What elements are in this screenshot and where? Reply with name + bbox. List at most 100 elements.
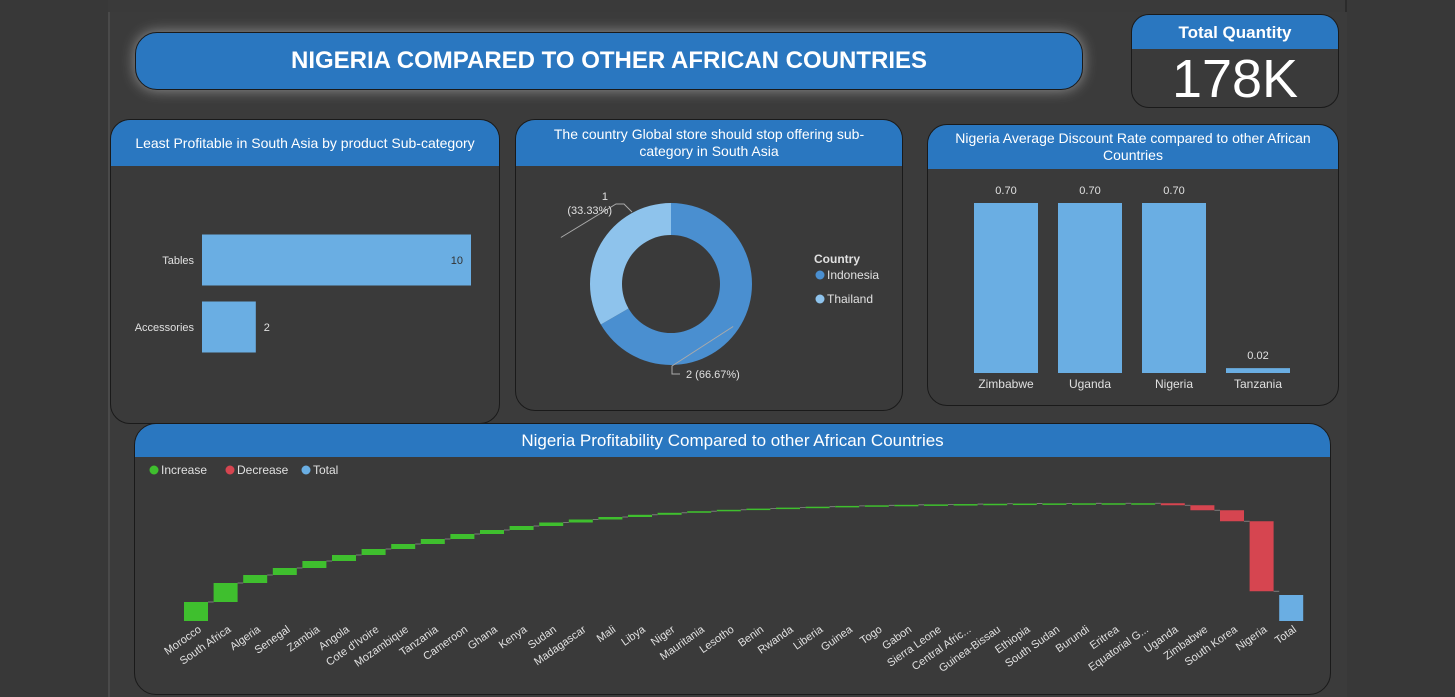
waterfall-category-label: Burundi — [1054, 624, 1092, 656]
kpi-value: 178K — [1171, 49, 1299, 108]
waterfall-bar — [657, 512, 682, 515]
waterfall-bar — [420, 539, 445, 544]
waterfall-bar — [1012, 503, 1037, 506]
waterfall-bar — [1249, 521, 1274, 592]
waterfall-bar — [1101, 503, 1126, 505]
waterfall-bar — [983, 503, 1008, 506]
bar-category-label: Tanzania — [1234, 377, 1282, 391]
bar-category-label: Zimbabwe — [978, 377, 1034, 391]
waterfall-bar — [1279, 595, 1304, 621]
kpi-label: Total Quantity — [1132, 15, 1338, 49]
legend-marker-thailand — [815, 294, 825, 304]
bar-zimbabwe — [974, 203, 1038, 373]
waterfall-bar — [598, 517, 623, 520]
legend-marker-decrease — [225, 465, 235, 475]
waterfall-category-label: Nigeria — [1234, 623, 1270, 653]
waterfall-bar — [1072, 503, 1096, 505]
bar-tanzania — [1226, 368, 1290, 373]
profitability-panel[interactable]: Nigeria Profitability Compared to other … — [134, 423, 1331, 695]
waterfall-bar — [1160, 503, 1185, 506]
waterfall-category-label: Mali — [595, 624, 618, 645]
waterfall-bar — [272, 568, 297, 575]
waterfall-bar — [776, 507, 800, 510]
waterfall-bar — [953, 504, 978, 506]
discount-rate-title: Nigeria Average Discount Rate compared t… — [928, 125, 1338, 169]
least-profitable-chart: Tables 10 Accessories 2 — [135, 234, 471, 353]
waterfall-bar — [1190, 505, 1215, 511]
waterfall-bar — [539, 522, 564, 526]
waterfall-category-label: Zambia — [285, 623, 323, 654]
waterfall-category-label: Ghana — [466, 623, 501, 652]
waterfall-bar — [568, 519, 593, 523]
bar-nigeria — [1142, 203, 1206, 373]
stop-offering-panel[interactable]: The country Global store should stop off… — [515, 119, 903, 411]
waterfall-bar — [687, 511, 712, 513]
waterfall-bar — [302, 561, 327, 568]
bar-data-label: 2 — [264, 322, 270, 334]
waterfall-bar — [184, 602, 208, 621]
left-background — [0, 0, 108, 697]
legend-label: Decrease — [237, 463, 289, 477]
waterfall-bar — [243, 575, 268, 583]
waterfall-category-label: Libya — [619, 623, 648, 648]
donut-leader-line — [671, 326, 734, 375]
legend-marker-increase — [149, 465, 159, 475]
waterfall-bar — [509, 526, 534, 530]
donut-slice-thailand — [590, 203, 671, 325]
waterfall-category-label: Kenya — [497, 623, 530, 651]
waterfall-bar — [1042, 503, 1067, 505]
donut-slice-indonesia — [600, 203, 752, 365]
waterfall-bar — [746, 508, 771, 511]
bar-data-label: 0.70 — [1163, 185, 1184, 197]
waterfall-bar — [1220, 510, 1244, 522]
bar-data-label: 0.02 — [1247, 350, 1268, 362]
waterfall-bar — [480, 530, 504, 534]
bar-data-label: 0.70 — [995, 185, 1016, 197]
waterfall-bar — [716, 509, 741, 512]
discount-rate-panel[interactable]: Nigeria Average Discount Rate compared t… — [927, 124, 1339, 406]
bar-category-label: Tables — [162, 255, 194, 267]
waterfall-bar — [332, 555, 356, 561]
waterfall-bar — [1131, 503, 1156, 505]
legend-label: Increase — [161, 463, 207, 477]
waterfall-bar — [361, 549, 386, 555]
waterfall-bar — [628, 514, 652, 517]
waterfall-bar — [835, 505, 860, 508]
legend-title: Country — [814, 252, 860, 266]
donut-data-label: (33.33%) — [567, 205, 612, 217]
least-profitable-title: Least Profitable in South Asia by produc… — [111, 120, 499, 166]
bar-tables — [202, 234, 471, 286]
discount-rate-chart: 0.70 Zimbabwe 0.70 Uganda 0.70 Nigeria 0.02 Tan… — [974, 185, 1290, 391]
profitability-title: Nigeria Profitability Compared to other … — [135, 424, 1330, 457]
waterfall-bar — [805, 506, 830, 509]
donut-leader-line — [560, 203, 633, 238]
bar-uganda — [1058, 203, 1122, 373]
total-quantity-card[interactable]: Total Quantity 178K — [1131, 14, 1339, 108]
bar-accessories — [202, 301, 256, 353]
legend-label: Total — [313, 463, 338, 477]
waterfall-bar — [213, 583, 238, 602]
stop-offering-chart: 2 (66.67%) 1 (33.33%) Country Indonesia Thail… — [560, 191, 879, 381]
bar-data-label: 10 — [451, 255, 463, 267]
stop-offering-title: The country Global store should stop off… — [516, 120, 902, 166]
page-title: NIGERIA COMPARED TO OTHER AFRICAN COUNTR… — [135, 32, 1083, 90]
waterfall-bar — [924, 504, 948, 506]
bar-data-label: 0.70 — [1079, 185, 1100, 197]
donut-data-label: 1 — [602, 191, 608, 203]
bar-category-label: Accessories — [135, 322, 195, 334]
bar-category-label: Nigeria — [1155, 377, 1193, 391]
legend-marker-total — [301, 465, 311, 475]
least-profitable-panel[interactable]: Least Profitable in South Asia by produc… — [110, 119, 500, 424]
waterfall-bar — [391, 544, 416, 549]
bar-category-label: Uganda — [1069, 377, 1111, 391]
legend-label: Indonesia — [827, 268, 879, 282]
donut-data-label: 2 (66.67%) — [686, 369, 740, 381]
waterfall-bar — [450, 534, 475, 539]
right-background — [1345, 0, 1455, 697]
waterfall-bar — [864, 505, 889, 507]
waterfall-bar — [894, 504, 919, 507]
legend-label: Thailand — [827, 292, 873, 306]
legend-marker-indonesia — [815, 270, 825, 280]
waterfall-category-label: Guinea — [819, 623, 856, 654]
